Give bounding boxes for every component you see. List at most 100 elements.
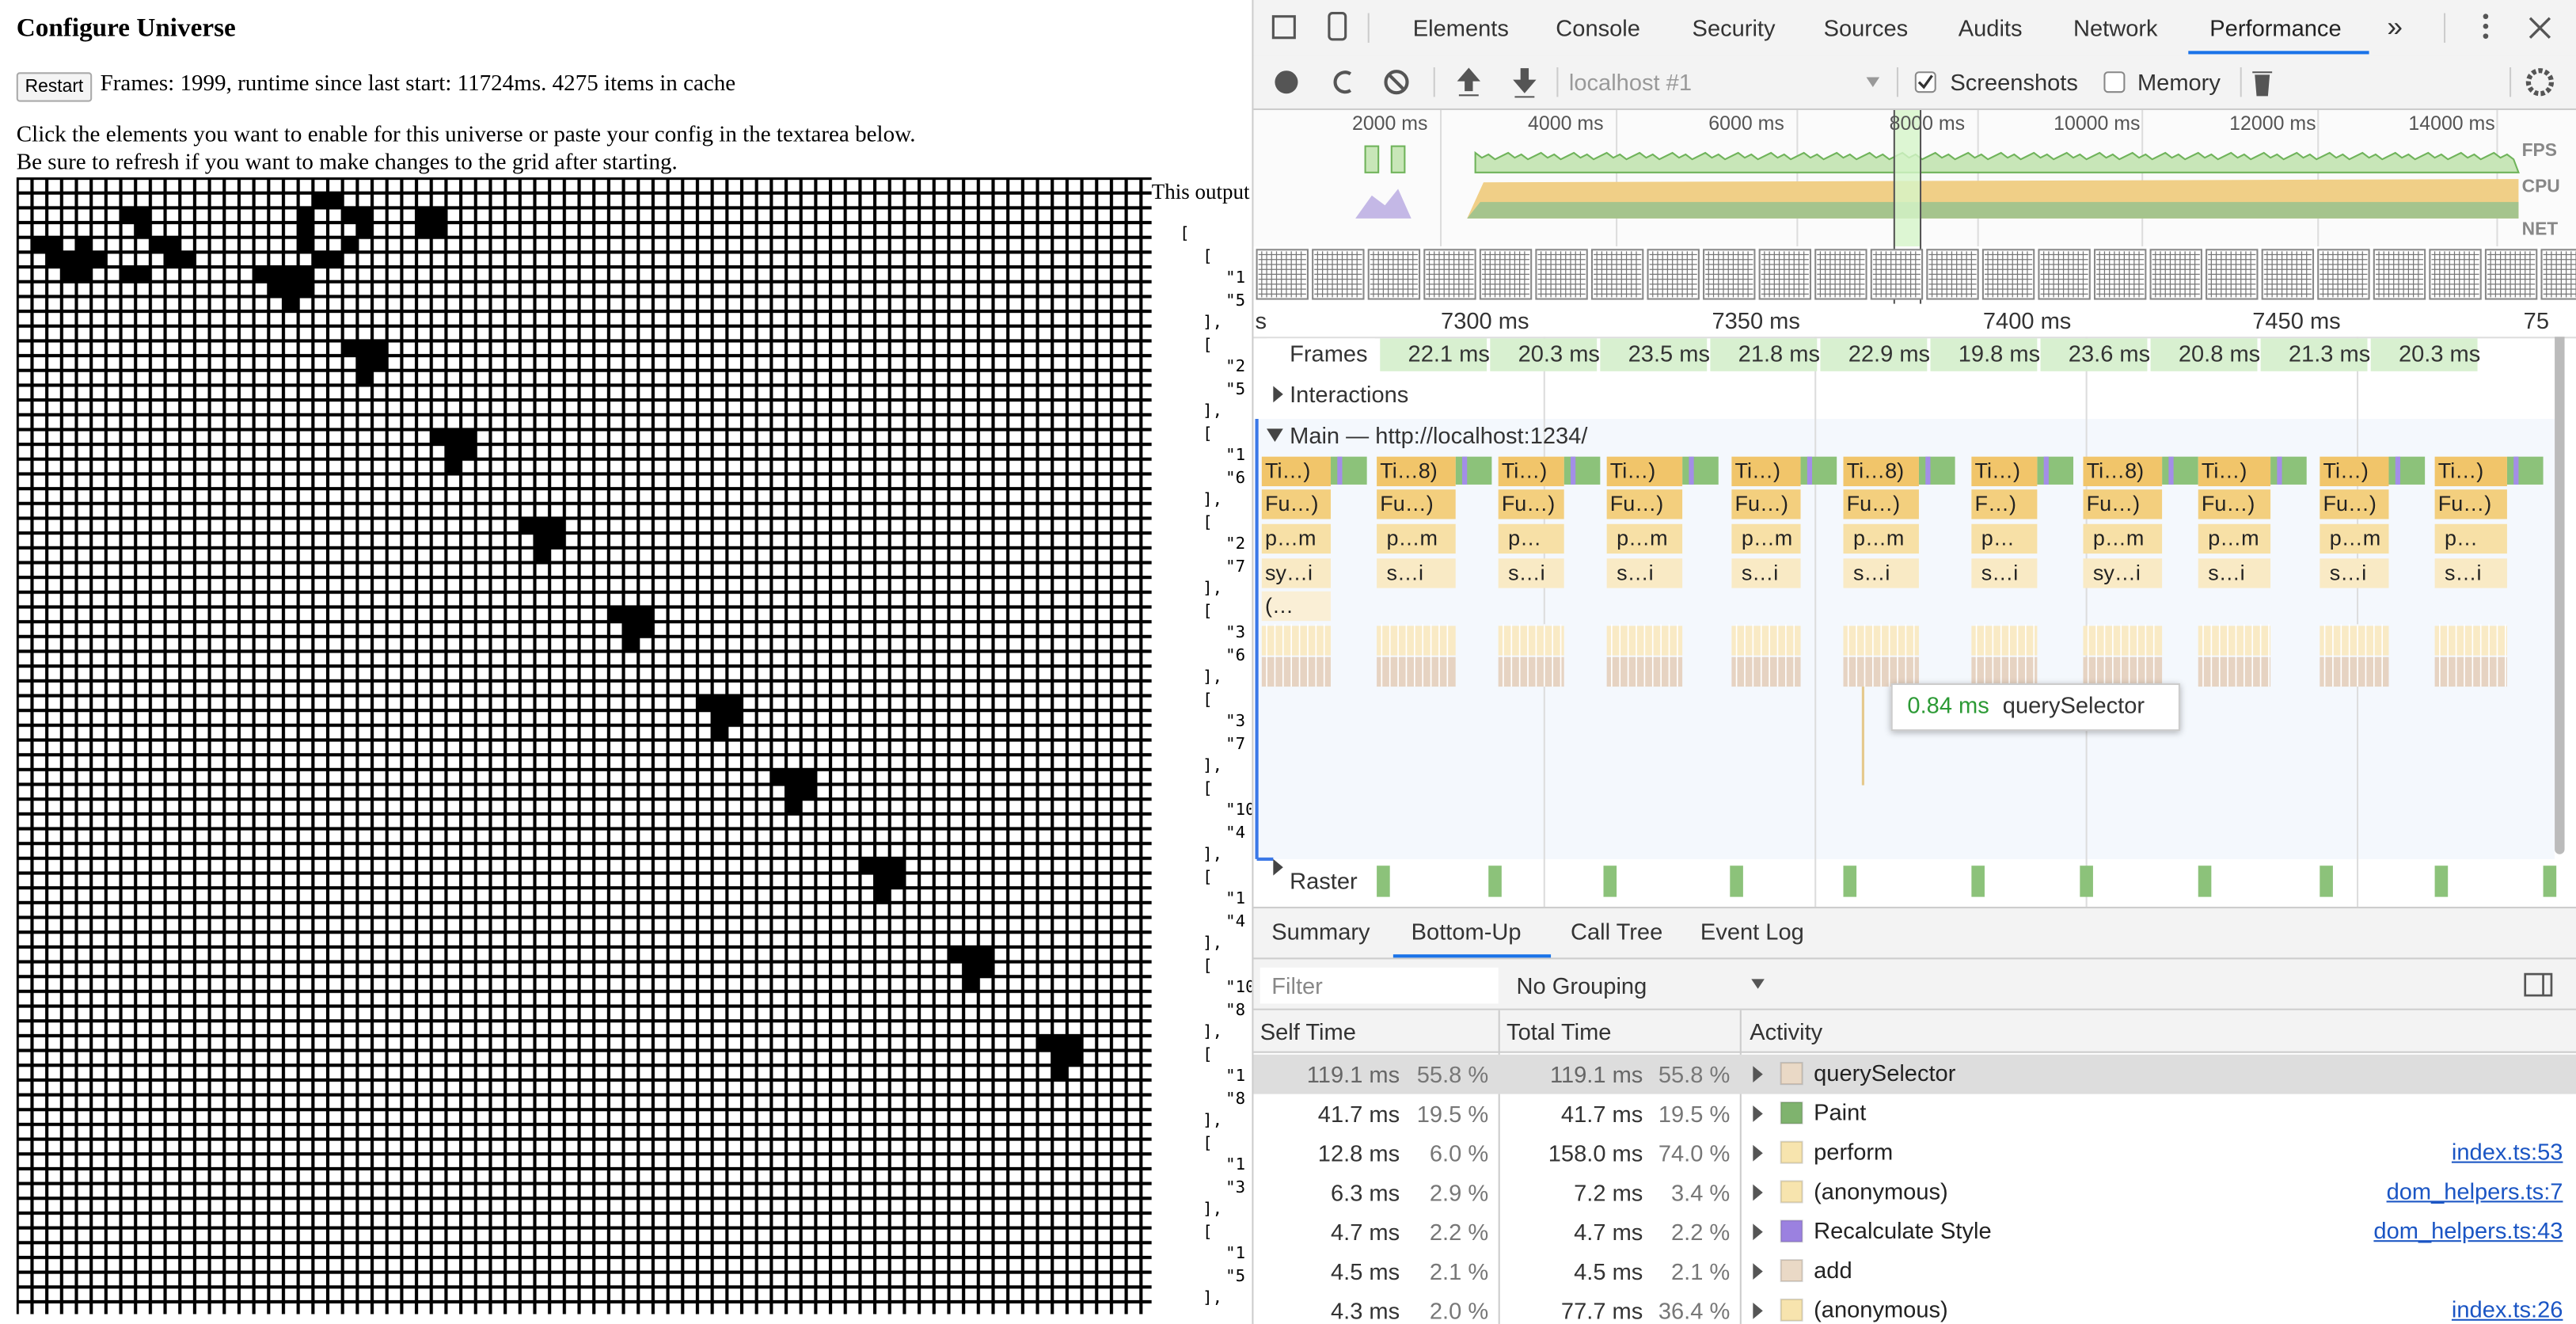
self-time: 41.7 ms	[1317, 1100, 1400, 1128]
live-cell	[297, 236, 313, 252]
devtools-tab[interactable]: Console	[1556, 14, 1640, 41]
flame-block[interactable]: p…m	[1731, 523, 1801, 554]
flame-block[interactable]: Fu…)	[1261, 489, 1331, 519]
overview-label: FPS	[2521, 141, 2558, 162]
flame-pale	[2320, 626, 2389, 656]
flame-block[interactable]: Fu…)	[1498, 489, 1564, 519]
flame-block[interactable]: Ti…)	[1498, 456, 1564, 487]
frames-text[interactable]: Frames	[1290, 340, 1368, 367]
bottom-tab[interactable]: Bottom-Up	[1411, 918, 1522, 945]
flame-block[interactable]: p…m	[1261, 523, 1331, 554]
source-link[interactable]: index.ts:26	[2451, 1295, 2563, 1322]
flame-block[interactable]: p…	[1498, 523, 1564, 554]
flame-block[interactable]: Fu…)	[1843, 489, 1919, 519]
filter-input[interactable]	[1260, 967, 1499, 1004]
row-icons	[1753, 1140, 1803, 1164]
screenshots-label[interactable]: Screenshots	[1950, 69, 2078, 96]
live-cell	[1066, 1034, 1081, 1050]
flame-green	[2388, 456, 2426, 485]
flame-block[interactable]: Fu…)	[1731, 489, 1801, 519]
restart-button[interactable]: Restart	[16, 72, 93, 102]
flame-block[interactable]: sy…i	[1261, 558, 1331, 588]
flame-block[interactable]: Ti…)	[1731, 456, 1801, 487]
flame-block[interactable]: s…i	[1731, 558, 1801, 588]
bottom-tab[interactable]: Call Tree	[1570, 918, 1663, 945]
bottom-tab[interactable]: Summary	[1271, 918, 1370, 945]
flame-block[interactable]: s…i	[1971, 558, 2038, 588]
flame-block[interactable]: p…m	[2320, 523, 2389, 554]
flame-block[interactable]: s…i	[1377, 558, 1456, 588]
flame-block[interactable]: Ti…)	[2434, 456, 2507, 487]
output-line: ],	[1203, 491, 1223, 510]
output-line: ],	[1203, 757, 1223, 776]
output-line: [	[1203, 1134, 1213, 1153]
devtools-tab[interactable]: Elements	[1412, 14, 1509, 41]
flame-block[interactable]: s…i	[1498, 558, 1564, 588]
live-cell	[31, 236, 47, 252]
live-cell	[297, 207, 313, 223]
target-select[interactable]: localhost #1	[1568, 69, 1692, 96]
flame-block[interactable]: p…	[2434, 523, 2507, 554]
flame-block[interactable]: Fu…)	[1606, 489, 1683, 519]
devtools-tab[interactable]: Sources	[1823, 14, 1909, 41]
flame-block[interactable]: p…m	[1843, 523, 1919, 554]
source-link[interactable]: dom_helpers.ts:43	[2373, 1217, 2563, 1244]
flame-block[interactable]: Ti…)	[1971, 456, 2038, 487]
flame-block[interactable]: Ti…)	[1261, 456, 1331, 487]
flame-block[interactable]: Fu…)	[1377, 489, 1456, 519]
flame-block[interactable]: s…i	[1606, 558, 1683, 588]
grouping-select[interactable]: No Grouping	[1516, 972, 1647, 999]
flame-block[interactable]: Fu…)	[2083, 489, 2163, 519]
more-tabs[interactable]: »	[2387, 11, 2403, 43]
flame-block[interactable]: Ti…8)	[1843, 456, 1919, 487]
live-cell	[785, 783, 800, 799]
table-row[interactable]	[1253, 1054, 2576, 1094]
flame-block[interactable]: Ti…)	[1606, 456, 1683, 487]
flame-block[interactable]: Ti…8)	[2083, 456, 2163, 487]
flame-block[interactable]: Ti…8)	[1377, 456, 1456, 487]
flame-block[interactable]: s…i	[2198, 558, 2271, 588]
column-header[interactable]: Self Time	[1260, 1018, 1356, 1045]
raster-label[interactable]: Raster	[1290, 867, 1358, 894]
devtools-tab[interactable]: Audits	[1958, 14, 2023, 41]
activity-name: Recalculate Style	[1814, 1217, 1992, 1244]
live-cell	[460, 428, 475, 444]
devtools-tab[interactable]: Performance	[2209, 14, 2342, 41]
flame-block[interactable]: sy…i	[2083, 558, 2163, 588]
self-time: 4.7 ms	[1330, 1219, 1400, 1246]
devtools-tab[interactable]: Network	[2073, 14, 2158, 41]
flame-block[interactable]: s…i	[2320, 558, 2389, 588]
self-time: 4.5 ms	[1330, 1257, 1400, 1285]
flame-block[interactable]: Fu…)	[2434, 489, 2507, 519]
main-label[interactable]: Main — http://localhost:1234/	[1290, 422, 1588, 449]
bottom-tab[interactable]: Event Log	[1700, 918, 1804, 945]
column-divider	[1498, 1010, 1500, 1324]
interactions-label[interactable]: Interactions	[1290, 381, 1409, 408]
filter-placeholder[interactable]: Filter	[1271, 972, 1323, 999]
flame-block[interactable]: p…	[1971, 523, 2038, 554]
source-link[interactable]: dom_helpers.ts:7	[2386, 1178, 2563, 1204]
flame-block[interactable]: p…m	[1377, 523, 1456, 554]
flame-block[interactable]: p…m	[1606, 523, 1683, 554]
source-link[interactable]: index.ts:53	[2451, 1138, 2563, 1165]
flame-block[interactable]: F…)	[1971, 489, 2038, 519]
devtools-tab[interactable]: Security	[1692, 14, 1776, 41]
universe-grid[interactable]	[16, 177, 1152, 1314]
column-header[interactable]: Activity	[1750, 1018, 1823, 1045]
flame-block[interactable]: Ti…)	[2198, 456, 2271, 487]
flame-block[interactable]: Ti…)	[2320, 456, 2389, 487]
flame-block[interactable]: Fu…)	[2320, 489, 2389, 519]
live-cell	[637, 621, 652, 636]
flame-block[interactable]: s…i	[2434, 558, 2507, 588]
memory-checkbox	[2103, 71, 2126, 93]
flame-block[interactable]: p…m	[2198, 523, 2271, 554]
flame-block[interactable]: Fu…)	[2198, 489, 2271, 519]
flame-block[interactable]: s…i	[1843, 558, 1919, 588]
column-header[interactable]: Total Time	[1506, 1018, 1612, 1045]
live-cell	[356, 369, 372, 385]
flame-block[interactable]: (…	[1261, 591, 1331, 622]
flame-block[interactable]: p…m	[2083, 523, 2163, 554]
raster-bar	[2320, 866, 2333, 897]
row-icons	[1753, 1298, 1803, 1322]
memory-label[interactable]: Memory	[2137, 69, 2221, 96]
